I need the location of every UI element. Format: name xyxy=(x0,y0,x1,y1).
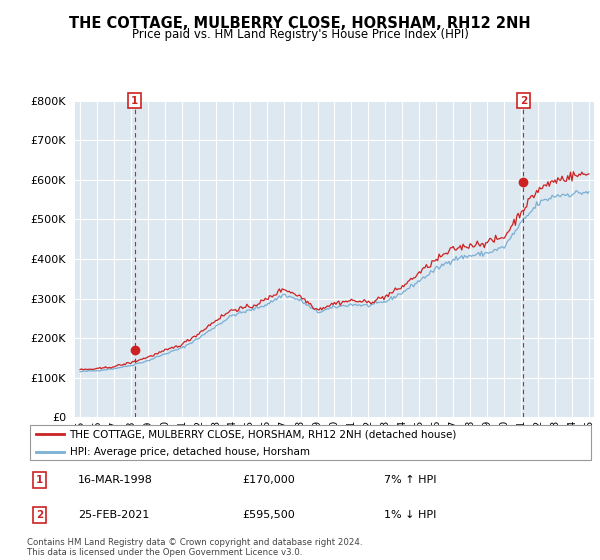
Text: 2: 2 xyxy=(36,510,43,520)
FancyBboxPatch shape xyxy=(30,426,591,460)
Text: THE COTTAGE, MULBERRY CLOSE, HORSHAM, RH12 2NH: THE COTTAGE, MULBERRY CLOSE, HORSHAM, RH… xyxy=(69,16,531,31)
Text: £595,500: £595,500 xyxy=(242,510,295,520)
Text: 2: 2 xyxy=(520,96,527,106)
Text: 25-FEB-2021: 25-FEB-2021 xyxy=(78,510,149,520)
Text: Price paid vs. HM Land Registry's House Price Index (HPI): Price paid vs. HM Land Registry's House … xyxy=(131,28,469,41)
Text: 16-MAR-1998: 16-MAR-1998 xyxy=(78,475,153,484)
Text: HPI: Average price, detached house, Horsham: HPI: Average price, detached house, Hors… xyxy=(70,447,310,458)
Text: £170,000: £170,000 xyxy=(242,475,295,484)
Text: 1: 1 xyxy=(131,96,138,106)
Text: Contains HM Land Registry data © Crown copyright and database right 2024.
This d: Contains HM Land Registry data © Crown c… xyxy=(27,538,362,557)
Text: THE COTTAGE, MULBERRY CLOSE, HORSHAM, RH12 2NH (detached house): THE COTTAGE, MULBERRY CLOSE, HORSHAM, RH… xyxy=(70,429,457,439)
Text: 1: 1 xyxy=(36,475,43,484)
Text: 7% ↑ HPI: 7% ↑ HPI xyxy=(384,475,437,484)
Text: 1% ↓ HPI: 1% ↓ HPI xyxy=(384,510,437,520)
